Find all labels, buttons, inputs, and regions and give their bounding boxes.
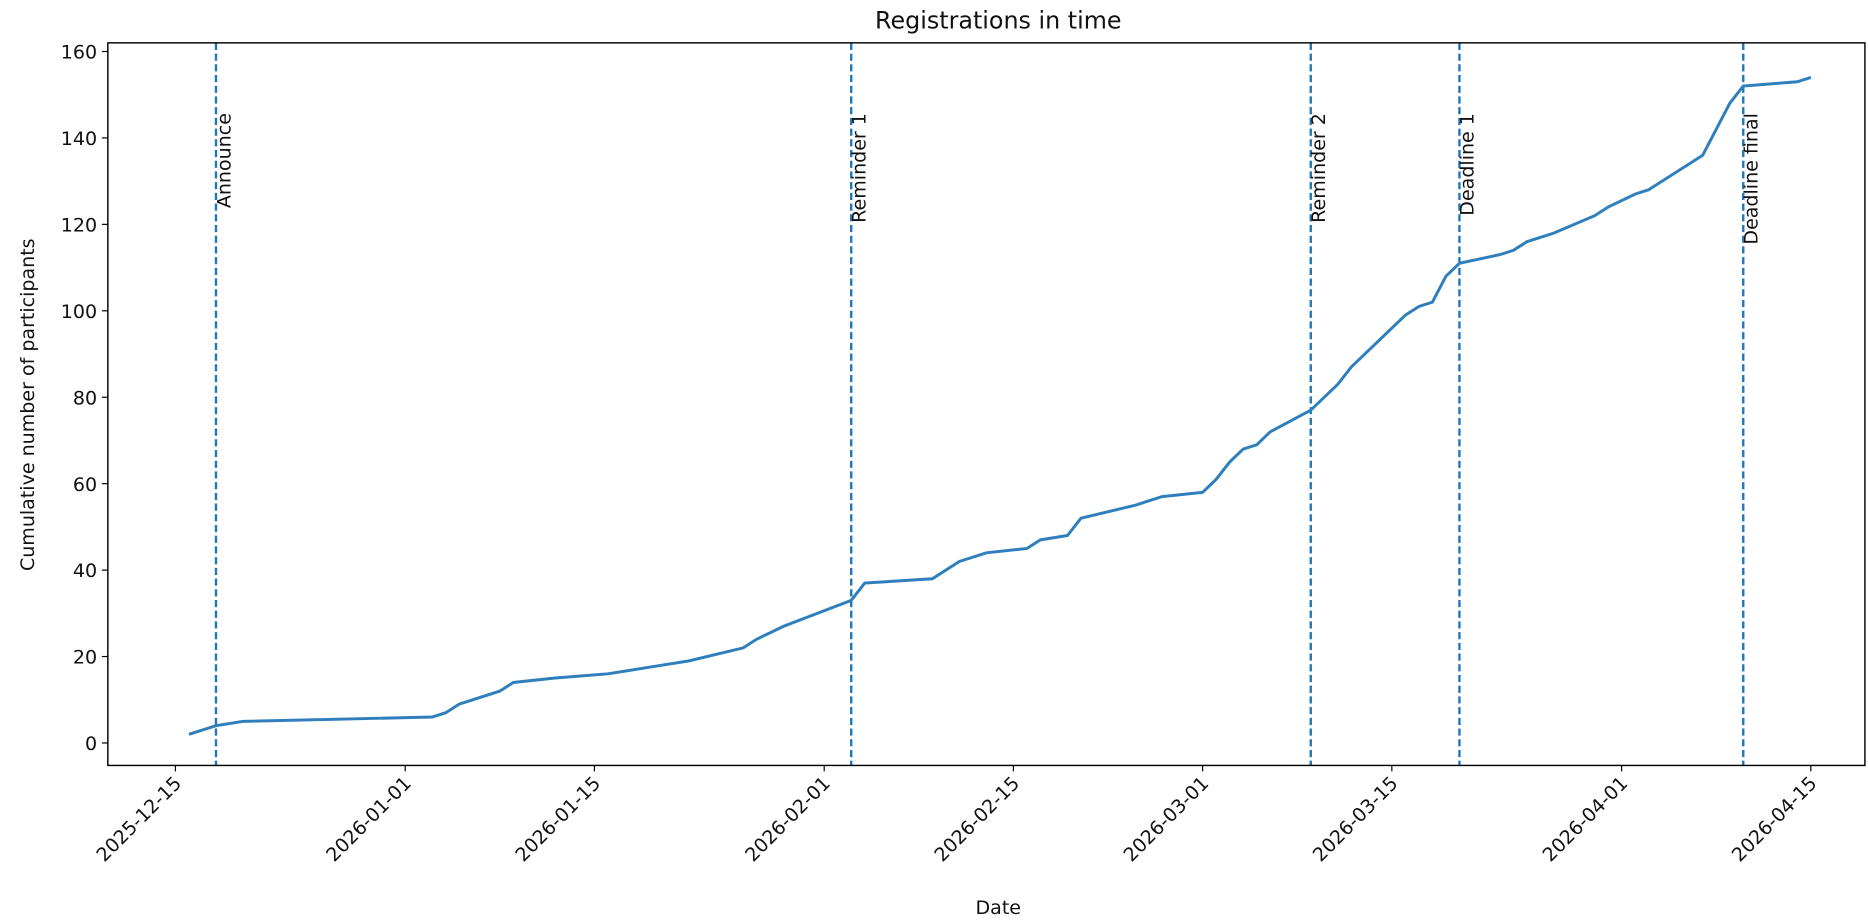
y-tick-label: 80 — [73, 387, 97, 409]
y-tick-label: 160 — [61, 42, 97, 64]
y-tick-label: 0 — [85, 733, 97, 755]
event-label: Deadline final — [1741, 113, 1763, 245]
y-axis-label: Cumulative number of participants — [17, 238, 39, 571]
chart-title: Registrations in time — [875, 7, 1122, 35]
y-tick-label: 140 — [61, 128, 97, 150]
event-label: Reminder 2 — [1308, 113, 1330, 223]
event-label: Deadline 1 — [1457, 113, 1479, 216]
y-tick-label: 120 — [61, 215, 97, 237]
plot-frame — [107, 42, 1866, 767]
data-line — [188, 76, 1812, 736]
event-label: Announce — [213, 113, 235, 208]
y-tick-label: 60 — [73, 474, 97, 496]
event-label: Reminder 1 — [849, 113, 871, 223]
y-tick-label: 40 — [73, 560, 97, 582]
y-tick-label: 100 — [61, 301, 97, 323]
y-tick-label: 20 — [73, 647, 97, 669]
x-axis-label: Date — [976, 897, 1022, 919]
